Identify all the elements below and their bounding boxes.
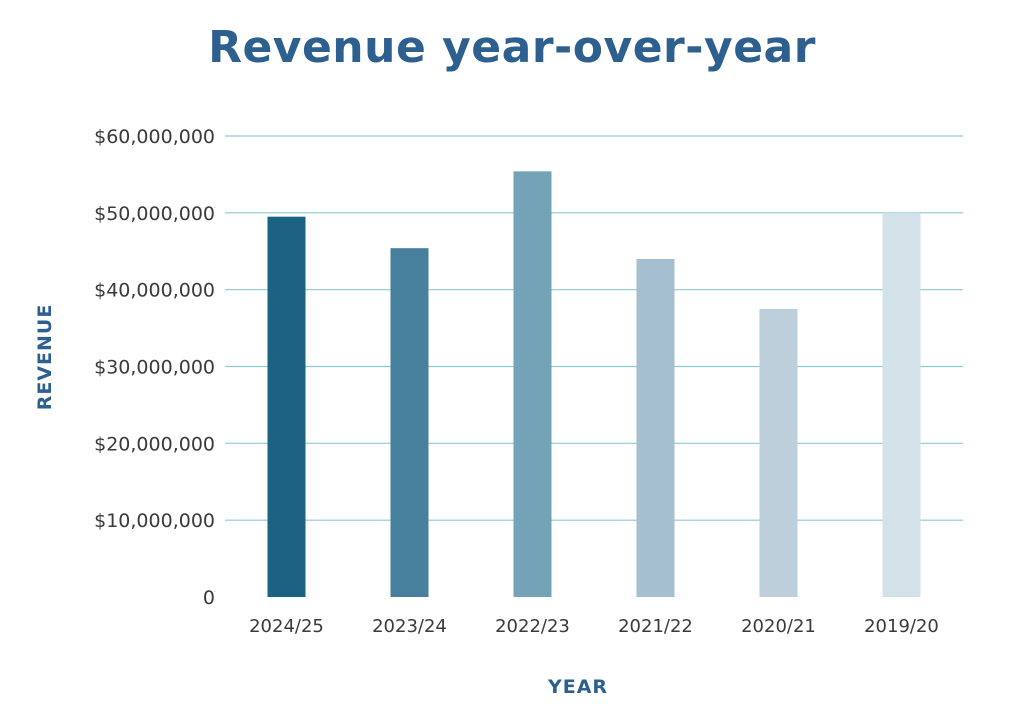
bar-2024-25 [267, 216, 306, 598]
x-tick-label: 2020/21 [741, 616, 816, 637]
x-tick-label: 2021/22 [618, 616, 693, 637]
x-tick-label: 2023/24 [372, 616, 447, 637]
x-tick-label: 2024/25 [249, 616, 324, 637]
y-tick-label: $60,000,000 [94, 126, 215, 148]
y-tick-label: $50,000,000 [94, 203, 215, 225]
x-axis-label: YEAR [547, 676, 608, 698]
y-tick-label: $10,000,000 [94, 510, 215, 532]
x-tick-label: 2022/23 [495, 616, 570, 637]
bar-2023-24 [390, 248, 429, 597]
y-tick-label: 0 [203, 587, 215, 609]
chart-title: Revenue year-over-year [208, 22, 816, 73]
bar-2021-22 [636, 258, 675, 597]
bar-2020-21 [759, 308, 798, 597]
bar-2022-23 [513, 171, 552, 598]
x-tick-label: 2019/20 [864, 616, 939, 637]
bar-2019-20 [882, 212, 921, 598]
y-tick-label: $40,000,000 [94, 280, 215, 302]
y-axis-label: REVENUE [34, 304, 56, 411]
y-tick-label: $20,000,000 [94, 433, 215, 455]
y-tick-label: $30,000,000 [94, 357, 215, 379]
